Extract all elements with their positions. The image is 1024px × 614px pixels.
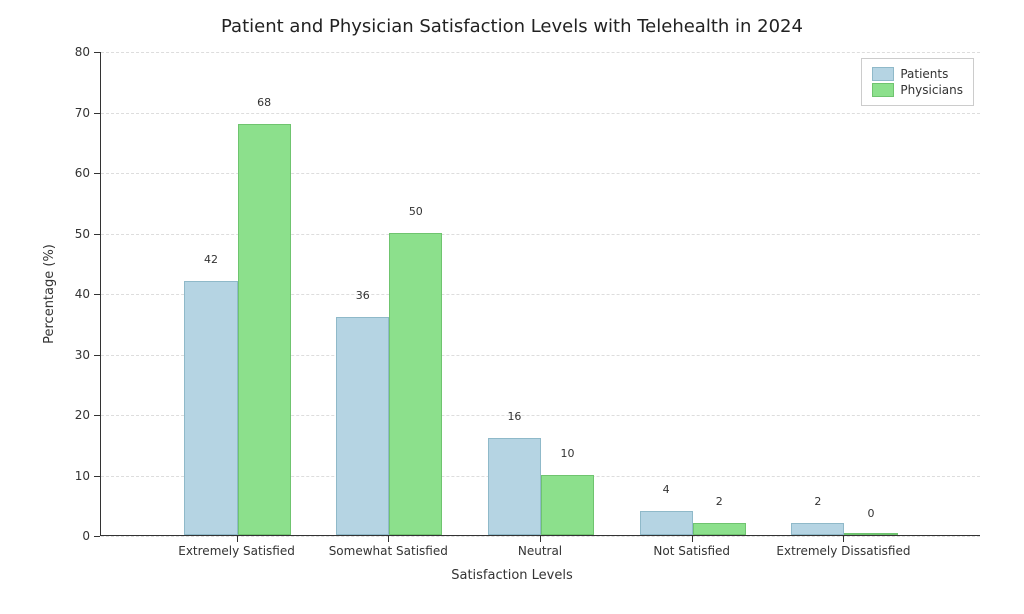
y-tick [94,234,100,235]
x-tick [692,536,693,542]
legend-label: Physicians [900,83,963,97]
x-axis-label: Satisfaction Levels [0,568,1024,583]
bar-value-label: 68 [257,96,271,109]
plot-area: 4236164268501020 [100,52,980,536]
bar-patients [791,523,844,535]
bar-value-label: 10 [561,447,575,460]
gridline [101,173,980,174]
y-tick [94,294,100,295]
bar-physicians [693,523,746,535]
legend-item: Physicians [872,83,963,97]
y-tick [94,536,100,537]
bar-value-label: 0 [868,507,875,520]
y-tick-label: 10 [64,469,90,483]
bar-physicians [389,233,442,536]
y-tick [94,52,100,53]
y-tick [94,173,100,174]
gridline [101,234,980,235]
y-tick [94,415,100,416]
bar-value-label: 2 [814,495,821,508]
legend: Patients Physicians [861,58,974,106]
bar-physicians [541,475,594,536]
y-axis-label: Percentage (%) [42,244,57,344]
bar-patients [488,438,541,535]
x-tick-label: Somewhat Satisfied [329,544,448,558]
y-tick-label: 20 [64,408,90,422]
x-tick-label: Extremely Satisfied [178,544,295,558]
y-tick-label: 30 [64,348,90,362]
gridline [101,52,980,53]
bar-value-label: 36 [356,289,370,302]
figure: Patient and Physician Satisfaction Level… [0,0,1024,614]
bar-value-label: 42 [204,253,218,266]
x-tick [843,536,844,542]
x-tick-label: Extremely Dissatisfied [776,544,910,558]
x-tick-label: Neutral [518,544,562,558]
y-tick-label: 60 [64,166,90,180]
x-tick [540,536,541,542]
y-tick-label: 70 [64,106,90,120]
bar-patients [640,511,693,535]
x-tick-label: Not Satisfied [653,544,730,558]
x-tick [237,536,238,542]
bar-value-label: 50 [409,205,423,218]
y-tick-label: 40 [64,287,90,301]
bar-physicians [844,533,897,535]
y-tick [94,113,100,114]
y-tick-label: 0 [64,529,90,543]
gridline [101,113,980,114]
y-tick-label: 50 [64,227,90,241]
bar-patients [336,317,389,535]
x-tick [388,536,389,542]
bar-value-label: 16 [507,410,521,423]
legend-item: Patients [872,67,963,81]
legend-label: Patients [900,67,948,81]
bar-value-label: 4 [663,483,670,496]
bar-patients [184,281,237,535]
legend-swatch [872,83,894,97]
bar-physicians [238,124,291,535]
legend-swatch [872,67,894,81]
y-tick-label: 80 [64,45,90,59]
y-tick [94,355,100,356]
chart-title: Patient and Physician Satisfaction Level… [0,16,1024,37]
bar-value-label: 2 [716,495,723,508]
y-tick [94,476,100,477]
